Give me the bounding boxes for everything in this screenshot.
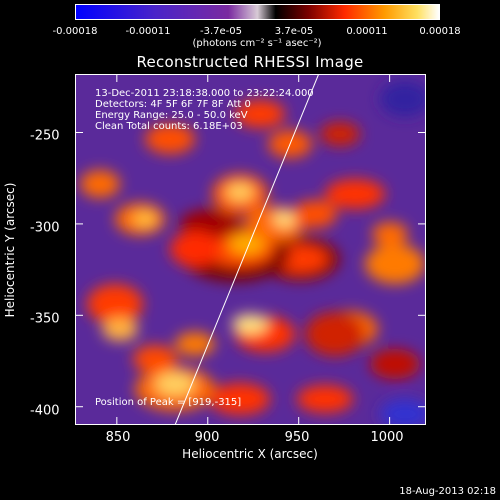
- x-tick-label: 900: [194, 430, 220, 445]
- y-axis-label: Heliocentric Y (arcsec): [3, 182, 17, 318]
- colorbar-tick-label: 0.00011: [346, 26, 388, 37]
- x-axis-label: Heliocentric X (arcsec): [182, 447, 318, 461]
- plot-title: Reconstructed RHESSI Image: [136, 53, 364, 71]
- emission-blob: [229, 234, 265, 254]
- x-tick-label: 950: [284, 430, 310, 445]
- x-tick-label: 1000: [370, 430, 404, 445]
- emission-blob: [210, 383, 270, 415]
- info-line-time: 13-Dec-2011 23:18:38.000 to 23:22:24.000: [95, 88, 314, 99]
- x-tick-label: 850: [105, 430, 131, 445]
- emission-blob: [145, 124, 195, 154]
- emission-blob: [235, 100, 285, 128]
- emission-blob: [232, 314, 268, 334]
- colorbar-units: (photons cm⁻² s⁻¹ asec⁻²): [192, 38, 322, 49]
- emission-blob: [370, 349, 420, 379]
- colorbar-tick-label: -0.00018: [52, 26, 98, 37]
- emission-blob: [365, 244, 425, 284]
- info-line-counts: Clean Total counts: 6.18E+03: [95, 121, 243, 132]
- colorbar-tick-label: -0.00011: [125, 26, 171, 37]
- emission-blob: [325, 179, 385, 209]
- colorbar-tick-label: -3.7e-05: [200, 26, 242, 37]
- y-tick-label: -300: [30, 220, 60, 236]
- date-stamp: 18-Aug-2013 02:18: [399, 486, 496, 497]
- info-line-energy: Energy Range: 25.0 - 50.0 keV: [95, 110, 248, 121]
- plot-frame: [75, 74, 426, 425]
- emission-blob: [133, 345, 177, 373]
- emission-blob: [305, 312, 365, 356]
- emission-blob: [102, 317, 138, 341]
- emission-blob: [175, 332, 215, 356]
- emission-blob: [380, 399, 426, 425]
- y-tick-label: -400: [30, 403, 60, 419]
- emission-blob: [297, 385, 353, 413]
- colorbar-tick-label: 3.7e-05: [274, 26, 314, 37]
- y-tick-label: -250: [30, 128, 60, 144]
- emission-blob: [380, 81, 426, 117]
- emission-blob: [372, 222, 408, 246]
- emission-blob: [133, 211, 157, 227]
- peak-position-label: Position of Peak = [919,-315]: [95, 397, 242, 408]
- emission-blob: [293, 200, 337, 228]
- colorbar: [75, 4, 440, 20]
- emission-blob: [170, 231, 220, 267]
- emission-blob: [87, 284, 143, 324]
- rhessi-image: [75, 74, 426, 425]
- colorbar-tick-label: 0.00018: [419, 26, 461, 37]
- emission-blob: [273, 211, 297, 227]
- info-line-detectors: Detectors: 4F 5F 6F 7F 8F Att 0: [95, 99, 251, 110]
- y-tick-label: -350: [30, 311, 60, 327]
- emission-blob: [320, 122, 360, 146]
- emission-blob: [155, 372, 195, 396]
- emission-blob: [226, 183, 254, 201]
- emission-blob: [80, 170, 120, 198]
- limb-line: [174, 74, 320, 425]
